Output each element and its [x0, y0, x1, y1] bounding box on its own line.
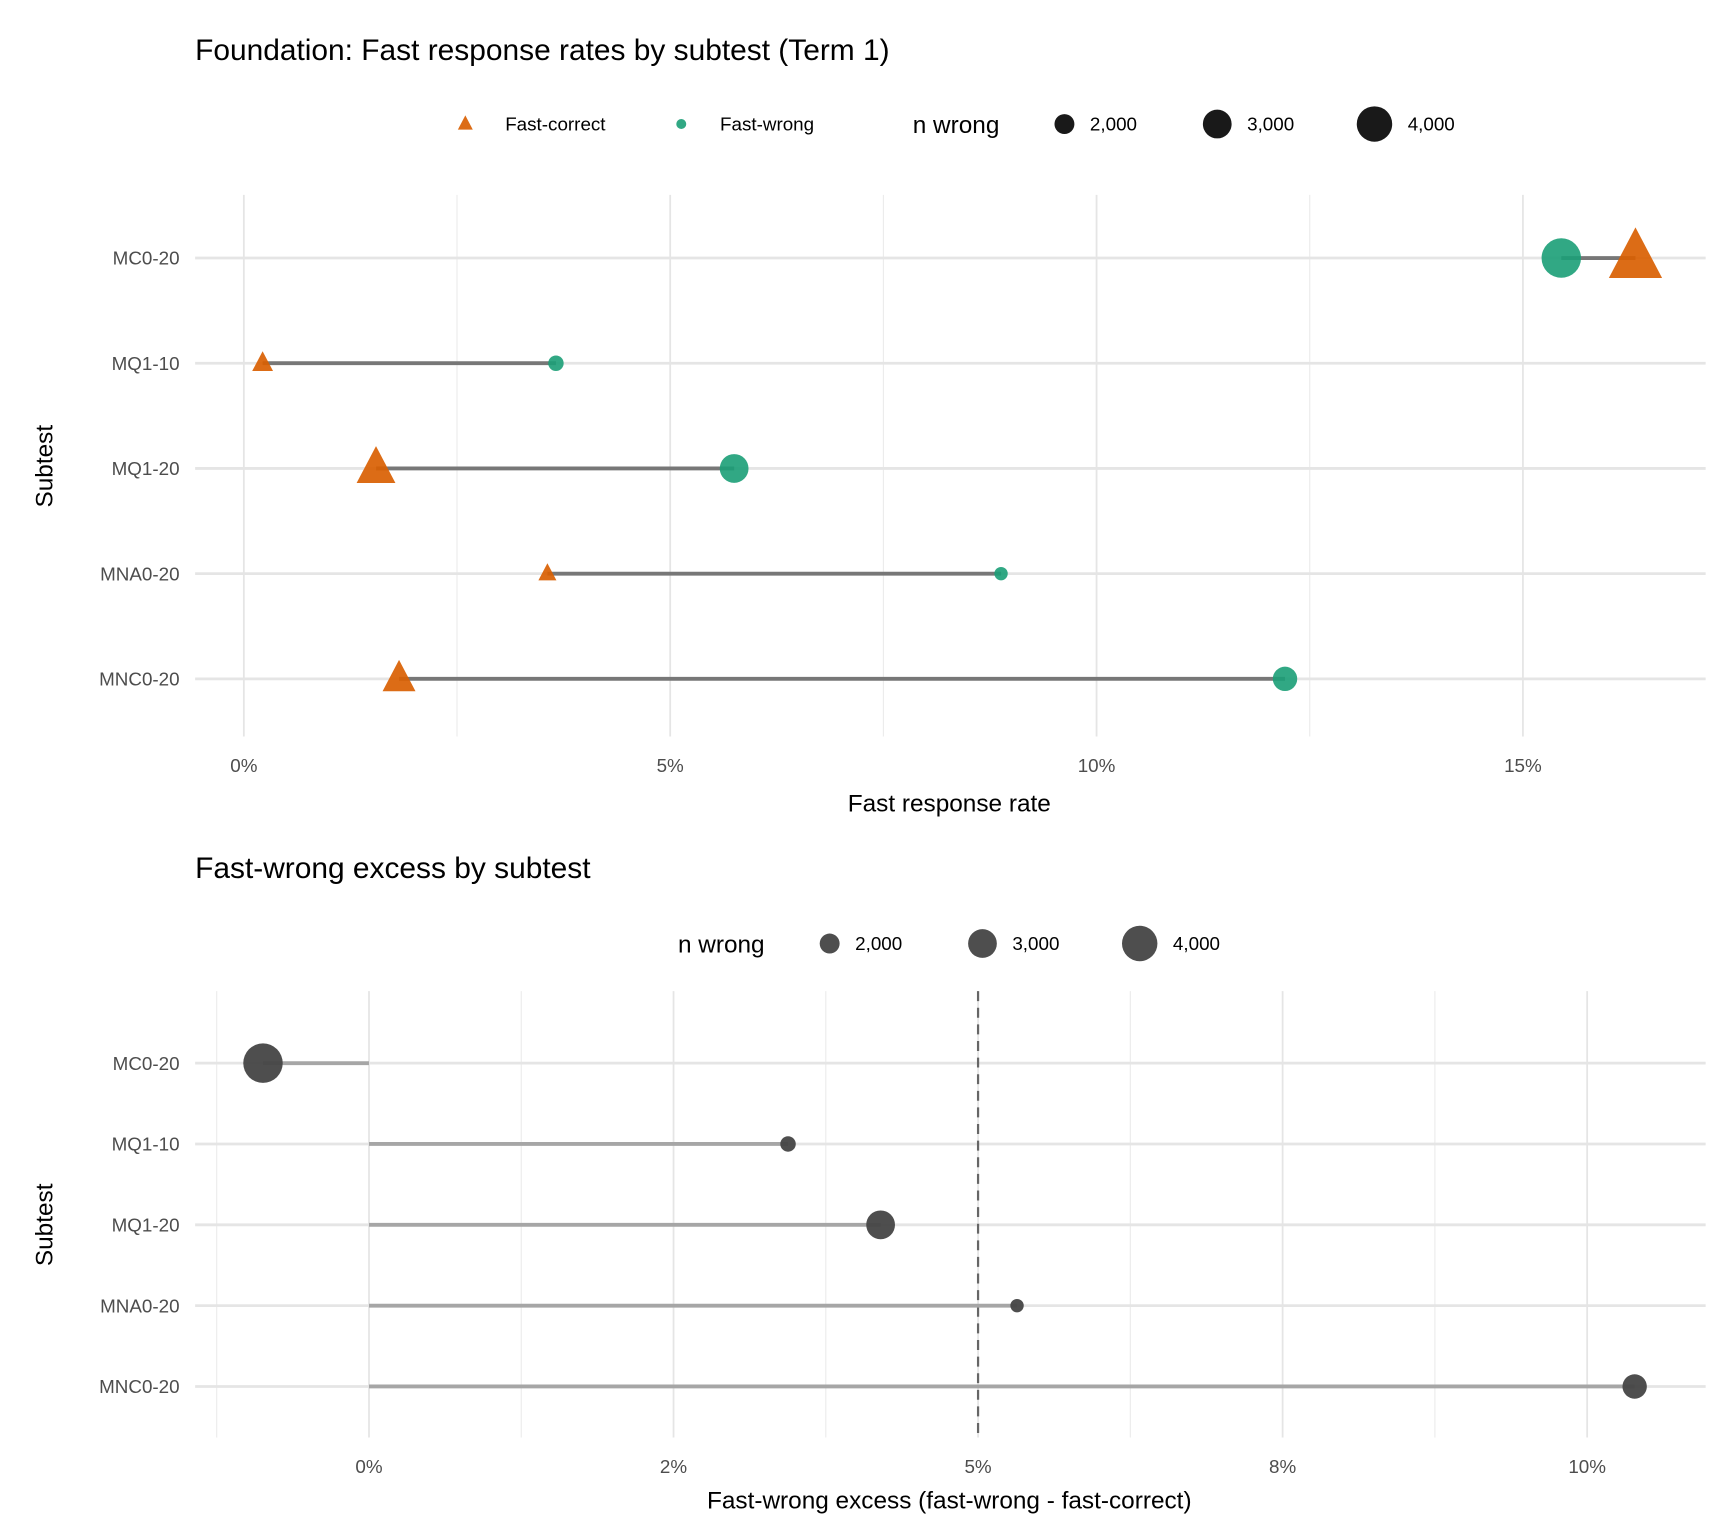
- legend-title: n wrong: [678, 931, 765, 958]
- fast-correct-point: [538, 563, 557, 581]
- legend-size-label: 4,000: [1173, 933, 1220, 954]
- legend-size-key: [1121, 925, 1158, 962]
- y-tick-label: MC0-20: [113, 248, 180, 269]
- legend-size-label: 4,000: [1408, 114, 1455, 135]
- excess-point: [866, 1210, 895, 1240]
- fast-wrong-point: [548, 355, 564, 371]
- fast-wrong-point: [994, 566, 1008, 581]
- y-tick-label: MQ1-20: [112, 1214, 180, 1235]
- x-axis-label: Fast-wrong excess (fast-wrong - fast-cor…: [707, 1487, 1192, 1514]
- legend-size-key: [968, 929, 997, 958]
- x-tick-label: 8%: [1269, 1456, 1296, 1477]
- legend-size-label: 2,000: [1090, 114, 1137, 135]
- legend-size-key: [1054, 114, 1075, 134]
- legend-size-key: [1202, 109, 1232, 139]
- fast-wrong-point: [719, 454, 749, 483]
- x-tick-label: 15%: [1504, 755, 1542, 776]
- legend-size-key: [1356, 106, 1393, 142]
- chart-title: Fast-wrong excess by subtest: [195, 852, 591, 885]
- excess-point: [1622, 1374, 1647, 1399]
- legend-size-label: 3,000: [1247, 114, 1294, 135]
- legend: Fast-correct Fast-wrong n wrong 2,000 3,000 4…: [457, 106, 1455, 142]
- legend: n wrong 2,000 3,000 4,000: [678, 925, 1220, 962]
- y-axis-label: Subtest: [31, 425, 58, 508]
- chart-title: Foundation: Fast response rates by subte…: [195, 34, 889, 67]
- y-tick-label: MC0-20: [113, 1053, 180, 1074]
- x-axis-label: Fast response rate: [848, 791, 1051, 818]
- y-axis-label: Subtest: [31, 1183, 58, 1266]
- y-tick-label: MNC0-20: [99, 1376, 180, 1397]
- legend-fast-wrong-label: Fast-wrong: [720, 114, 814, 135]
- grid: 0% 5% 10% 15% MC0-20 MQ1-10 MQ1-20 MNA0-20 MNC0-…: [99, 194, 1706, 776]
- y-tick-label: MNA0-20: [100, 563, 179, 584]
- fast-correct-point: [356, 446, 396, 483]
- marks: [252, 227, 1663, 692]
- fast-correct-point: [1608, 227, 1663, 279]
- legend-size-label: 3,000: [1012, 933, 1059, 954]
- fast-wrong-point: [1541, 238, 1582, 278]
- excess-point: [243, 1043, 283, 1083]
- legend-title: n wrong: [913, 112, 1000, 139]
- x-tick-label: 0%: [230, 755, 257, 776]
- x-tick-label: 5%: [657, 755, 684, 776]
- legend-fast-correct-icon: [457, 115, 473, 130]
- x-tick-label: 5%: [964, 1456, 991, 1477]
- legend-fast-wrong-icon: [676, 119, 687, 130]
- fast-correct-point: [252, 351, 274, 372]
- fast-wrong-point: [1272, 666, 1298, 692]
- fast-correct-point: [382, 659, 416, 692]
- legend-size-key: [819, 933, 840, 954]
- marks: [243, 991, 1647, 1438]
- x-tick-label: 2%: [660, 1456, 687, 1477]
- y-tick-label: MQ1-10: [112, 1134, 180, 1155]
- y-tick-label: MNA0-20: [100, 1295, 179, 1316]
- x-tick-label: 10%: [1568, 1456, 1606, 1477]
- panel-fast-wrong-excess: Fast-wrong excess by subtest 0% 2% 5% 8% 10%…: [31, 852, 1706, 1514]
- panel-fast-response-rates: Foundation: Fast response rates by subte…: [31, 34, 1706, 818]
- y-tick-label: MQ1-20: [112, 458, 180, 479]
- excess-point: [1010, 1298, 1024, 1313]
- y-tick-label: MNC0-20: [99, 668, 180, 689]
- x-tick-label: 10%: [1078, 755, 1116, 776]
- legend-size-label: 2,000: [855, 933, 902, 954]
- y-tick-label: MQ1-10: [112, 353, 180, 374]
- excess-point: [780, 1136, 796, 1152]
- legend-fast-correct-label: Fast-correct: [505, 114, 606, 135]
- x-tick-label: 0%: [355, 1456, 382, 1477]
